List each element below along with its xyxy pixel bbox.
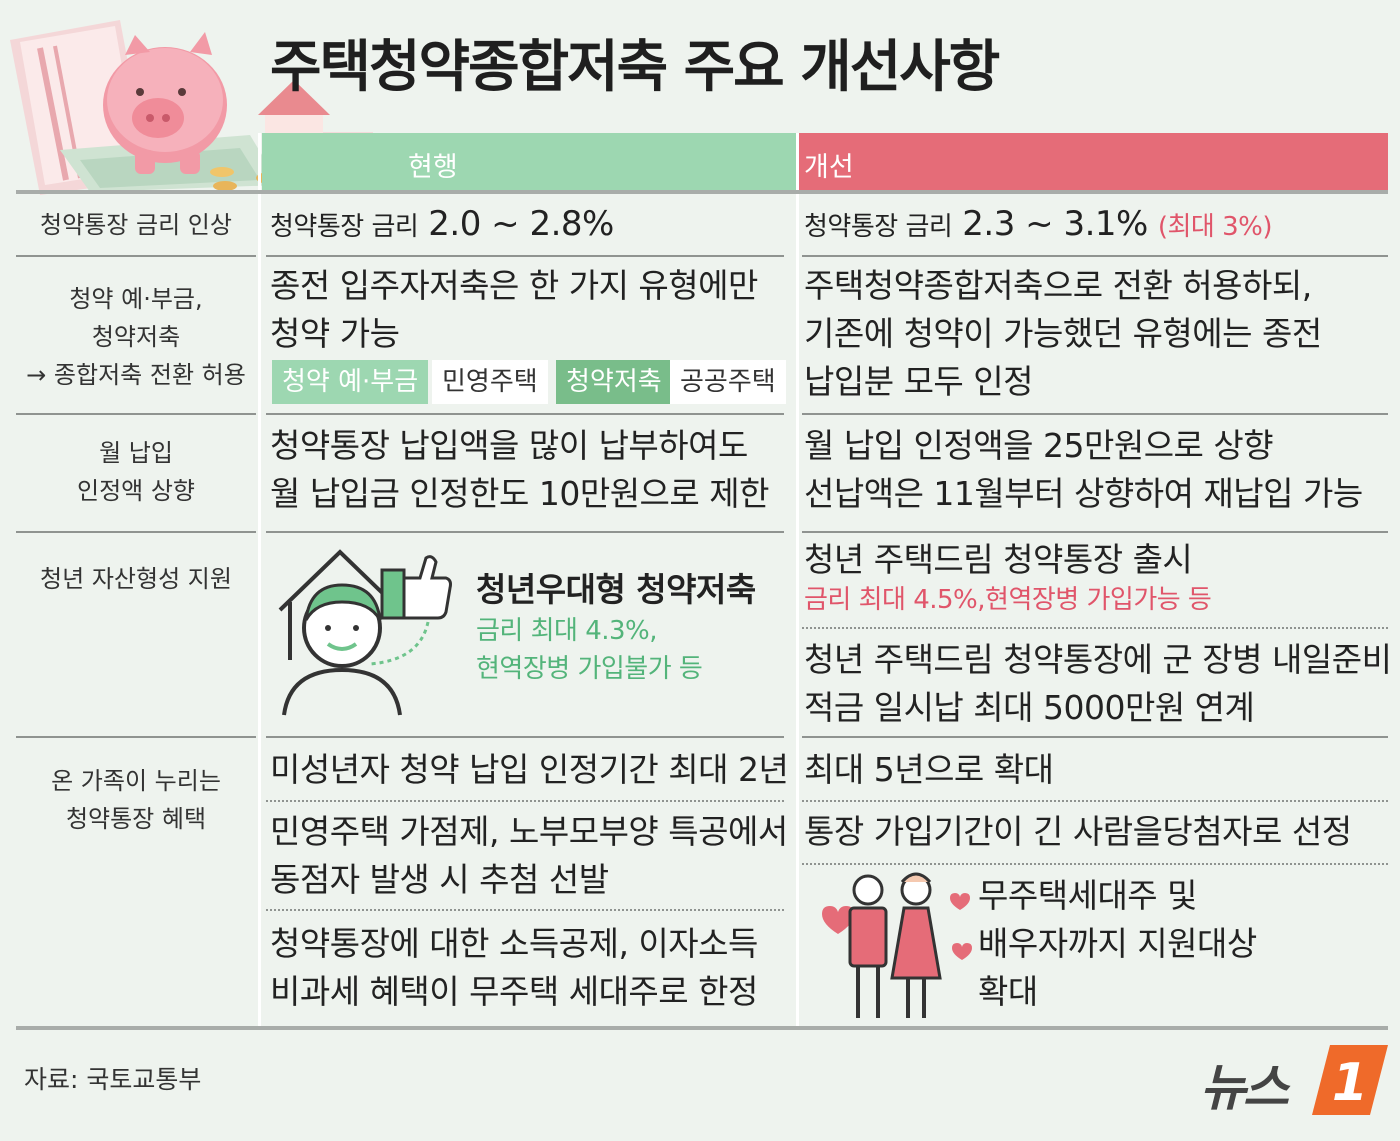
dotted-divider — [802, 800, 1388, 802]
new-family-2: 통장 가입기간이 긴 사람을당첨자로 선정 — [804, 812, 1352, 851]
new-youth2-line1: 청년 주택드림 청약통장에 군 장병 내일준비 — [804, 640, 1392, 679]
new-rate-value: 2.3 ~ 3.1% — [962, 204, 1148, 244]
news1-logo: 뉴스 1 — [1200, 1040, 1390, 1120]
logo-text: 뉴스 — [1200, 1059, 1289, 1117]
piggy-bank-icon — [103, 32, 227, 174]
row-divider — [16, 531, 256, 533]
improved-column-bg — [798, 192, 1388, 1028]
label-line: 온 가족이 누리는 — [51, 767, 221, 795]
row-divider — [16, 255, 256, 257]
current-conversion-line1: 종전 입주자저축은 한 가지 유형에만 — [270, 266, 758, 305]
current-youth-title: 청년우대형 청약저축 — [476, 570, 756, 609]
label-line: 청약 예·부금, — [69, 285, 203, 313]
current-monthly-line2: 월 납입금 인정한도 10만원으로 제한 — [270, 474, 770, 513]
current-rate-prefix: 청약통장 금리 — [270, 212, 419, 242]
dotted-divider — [266, 909, 784, 911]
new-youth-title: 청년 주택드림 청약통장 출시 — [804, 540, 1193, 579]
new-monthly-line1: 월 납입 인정액을 25만원으로 상향 — [804, 426, 1274, 465]
row-label-monthly: 월 납입 인정액 상향 — [16, 434, 256, 510]
new-family-3-line1: 무주택세대주 및 — [978, 876, 1198, 915]
new-rate: 청약통장 금리 2.3 ~ 3.1% (최대 3%) — [804, 200, 1273, 251]
row-divider — [16, 736, 256, 738]
page-title: 주택청약종합저축 주요 개선사항 — [270, 35, 1000, 100]
couple-icon — [822, 872, 972, 1018]
tag-deposit-savings: 청약 예·부금 — [272, 360, 429, 404]
current-family-3-line2: 비과세 혜택이 무주택 세대주로 한정 — [270, 972, 758, 1011]
dotted-divider — [266, 800, 784, 802]
label-line: 월 납입 — [99, 439, 173, 467]
row-divider — [266, 736, 784, 738]
current-family-3-line1: 청약통장에 대한 소득공제, 이자소득 — [270, 924, 758, 963]
row-label-conversion: 청약 예·부금, 청약저축 → 종합저축 전환 허용 — [16, 280, 256, 394]
tag-subscription-savings: 청약저축 — [556, 360, 672, 404]
current-conversion-line2: 청약 가능 — [270, 314, 400, 353]
dotted-divider — [802, 627, 1388, 629]
row-divider — [802, 736, 1388, 738]
current-youth-note1: 금리 최대 4.3%, — [476, 616, 658, 646]
label-line: 인정액 상향 — [76, 477, 196, 505]
current-family-2-line2: 동점자 발생 시 추첨 선발 — [270, 860, 609, 899]
row-divider — [266, 413, 784, 415]
label-line: 청약통장 혜택 — [65, 805, 207, 833]
row-divider — [802, 531, 1388, 533]
dotted-divider — [802, 863, 1388, 865]
column-divider — [258, 133, 261, 1028]
current-family-1: 미성년자 청약 납입 인정기간 최대 2년 — [270, 750, 789, 789]
logo-badge-icon: 1 — [1312, 1045, 1388, 1115]
row-divider — [802, 255, 1388, 257]
new-conversion-line3: 납입분 모두 인정 — [804, 362, 1034, 401]
new-rate-prefix: 청약통장 금리 — [804, 212, 953, 242]
table-bottom-rule — [16, 1026, 1388, 1030]
row-divider — [16, 413, 256, 415]
new-family-3-line2: 배우자까지 지원대상 — [978, 924, 1257, 963]
header-improved: 개선 — [798, 133, 1388, 191]
current-rate-value: 2.0 ~ 2.8% — [428, 204, 614, 244]
source-credit: 자료: 국토교통부 — [24, 1065, 202, 1094]
column-divider — [796, 133, 799, 1028]
new-conversion-line2: 기존에 청약이 가능했던 유형에는 종전 — [804, 314, 1322, 353]
piggy-bank-house-illustration — [0, 0, 400, 195]
new-family-3-line3: 확대 — [978, 972, 1038, 1011]
new-youth-note: 금리 최대 4.5%,현역장병 가입가능 등 — [804, 585, 1212, 615]
row-label-family: 온 가족이 누리는 청약통장 혜택 — [16, 762, 256, 838]
new-monthly-line2: 선납액은 11월부터 상향하여 재납입 가능 — [804, 474, 1363, 513]
current-monthly-line1: 청약통장 납입액을 많이 납부하여도 — [270, 426, 748, 465]
current-youth-note2: 현역장병 가입불가 등 — [476, 654, 703, 684]
new-youth2-line2: 적금 일시납 최대 5000만원 연계 — [804, 688, 1255, 727]
logo-number: 1 — [1332, 1053, 1368, 1113]
tag-public-housing: 공공주택 — [670, 360, 786, 404]
young-person-thumbs-up-icon — [278, 549, 452, 716]
label-line: 청약저축 — [91, 323, 181, 351]
tag-private-housing: 민영주택 — [432, 360, 548, 404]
current-rate: 청약통장 금리 2.0 ~ 2.8% — [270, 200, 614, 251]
label-line: → 종합저축 전환 허용 — [26, 361, 246, 389]
new-conversion-line1: 주택청약종합저축으로 전환 허용하되, — [804, 266, 1312, 305]
row-label-youth: 청년 자산형성 지원 — [40, 565, 232, 593]
current-family-2-line1: 민영주택 가점제, 노부모부양 특공에서 — [270, 812, 788, 851]
row-divider — [802, 413, 1388, 415]
header-current: 현행 — [262, 133, 796, 191]
new-rate-note: (최대 3%) — [1157, 212, 1273, 242]
row-label-rate: 청약통장 금리 인상 — [40, 211, 232, 239]
new-family-1: 최대 5년으로 확대 — [804, 750, 1054, 789]
row-divider — [266, 531, 784, 533]
row-divider — [266, 255, 784, 257]
table-top-rule — [16, 190, 1388, 194]
